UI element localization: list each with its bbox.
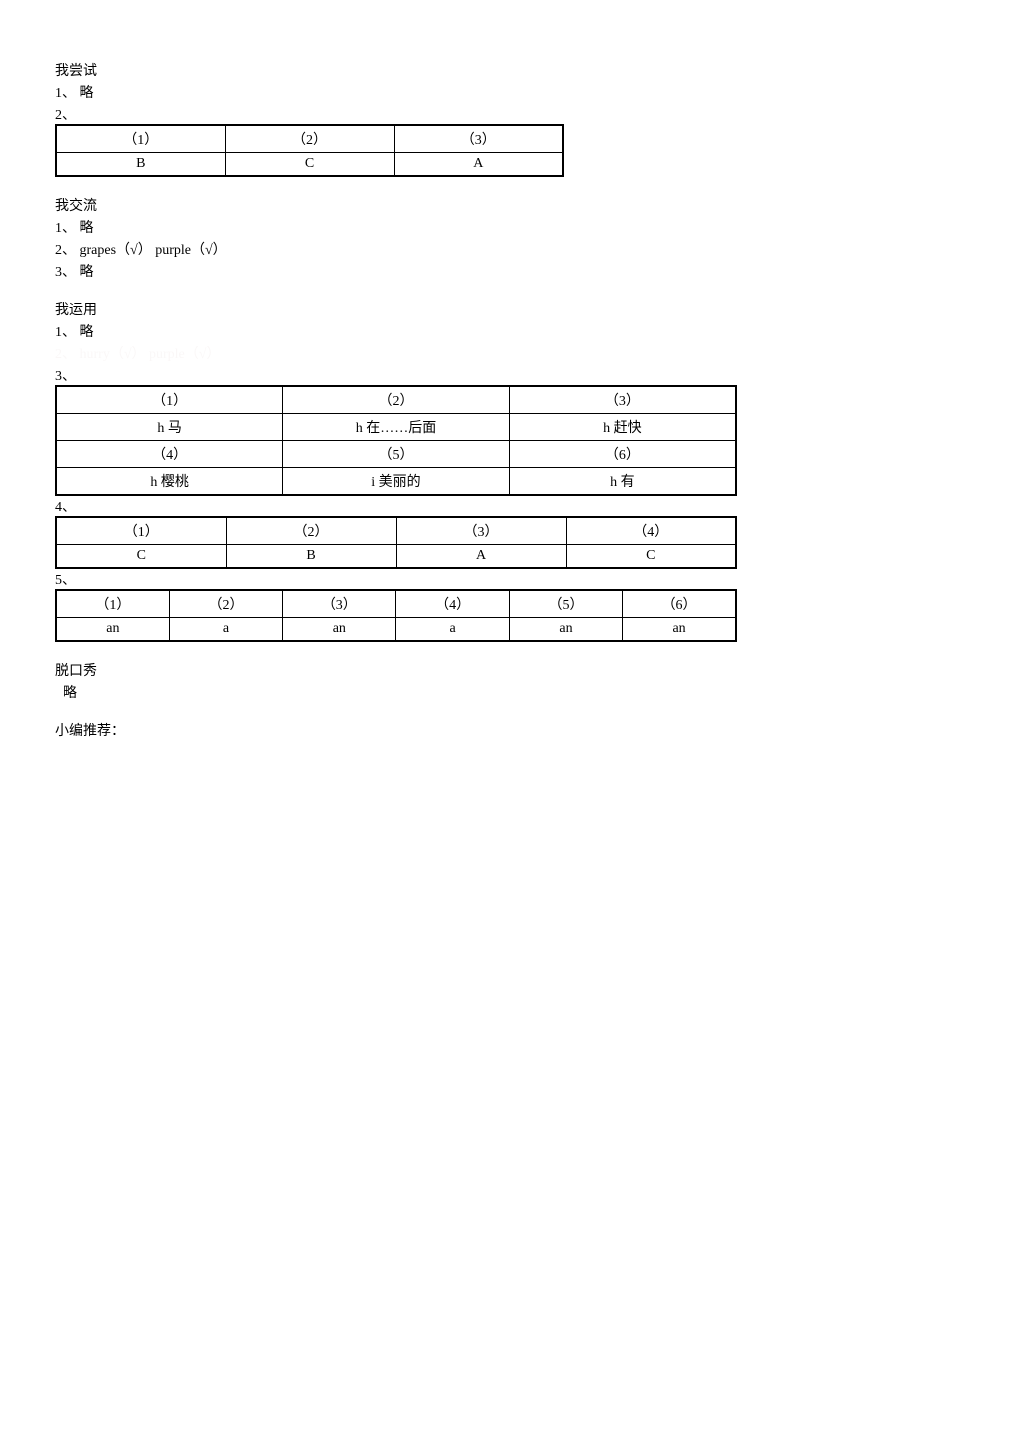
table-cell: h 樱桃 <box>56 468 283 496</box>
item-5-label: 5、 <box>55 569 974 589</box>
table-cell: （3） <box>283 590 396 618</box>
section-title: 我尝试 <box>55 60 974 80</box>
table-cell: （5） <box>509 590 622 618</box>
table-cell: a <box>169 618 282 642</box>
table-cell: （2） <box>169 590 282 618</box>
table-row: （4） （5） （6） <box>56 441 736 468</box>
table-cell: A <box>394 153 563 177</box>
table-cell: an <box>623 618 736 642</box>
item-1: 1、 略 <box>55 217 974 237</box>
table-cell: an <box>283 618 396 642</box>
section-apply: 我运用 1、 略 2、 hurry（√） purple（√） 3、 （1） （2… <box>55 299 974 642</box>
table-cell: （4） <box>56 441 283 468</box>
table-cell: C <box>56 545 226 569</box>
table-cell: （3） <box>394 125 563 153</box>
content: 略 <box>55 682 974 702</box>
table-cell: （3） <box>509 386 736 414</box>
table-cell: （1） <box>56 517 226 545</box>
item-4-label: 4、 <box>55 496 974 516</box>
table-row: an a an a an an <box>56 618 736 642</box>
table-apply-5: （1） （2） （3） （4） （5） （6） an a an a an an <box>55 589 737 642</box>
table-cell: a <box>396 618 509 642</box>
section-title: 我运用 <box>55 299 974 319</box>
table-cell: C <box>566 545 736 569</box>
item-3: 3、 略 <box>55 261 974 281</box>
table-cell: h 赶快 <box>509 414 736 441</box>
item-3-label: 3、 <box>55 365 974 385</box>
table-cell: （4） <box>566 517 736 545</box>
table-row: C B A C <box>56 545 736 569</box>
section-title: 我交流 <box>55 195 974 215</box>
table-cell: （5） <box>283 441 510 468</box>
table-cell: i 美丽的 <box>283 468 510 496</box>
item-2: 2、 <box>55 104 974 124</box>
table-cell: （2） <box>225 125 394 153</box>
item-1: 1、 略 <box>55 321 974 341</box>
table-apply-3: （1） （2） （3） h 马 h 在……后面 h 赶快 （4） （5） （6）… <box>55 385 737 496</box>
table-cell: h 有 <box>509 468 736 496</box>
table-row: h 马 h 在……后面 h 赶快 <box>56 414 736 441</box>
table-cell: an <box>509 618 622 642</box>
table-row: （1） （2） （3） （4） <box>56 517 736 545</box>
table-cell: （1） <box>56 386 283 414</box>
table-row: （1） （2） （3） <box>56 386 736 414</box>
table-row: h 樱桃 i 美丽的 h 有 <box>56 468 736 496</box>
table-row: （1） （2） （3） <box>56 125 563 153</box>
table-apply-4: （1） （2） （3） （4） C B A C <box>55 516 737 569</box>
table-try-2: （1） （2） （3） B C A <box>55 124 564 177</box>
section-talkshow: 脱口秀 略 <box>55 660 974 702</box>
table-cell: h 在……后面 <box>283 414 510 441</box>
table-cell: （2） <box>226 517 396 545</box>
table-cell: （6） <box>623 590 736 618</box>
table-row: （1） （2） （3） （4） （5） （6） <box>56 590 736 618</box>
table-cell: （1） <box>56 590 169 618</box>
table-cell: an <box>56 618 169 642</box>
table-cell: （2） <box>283 386 510 414</box>
section-recommend: 小编推荐： <box>55 720 974 740</box>
section-exchange: 我交流 1、 略 2、 grapes（√） purple（√） 3、 略 <box>55 195 974 281</box>
table-cell: （3） <box>396 517 566 545</box>
item-1: 1、 略 <box>55 82 974 102</box>
item-2-watermark: 2、 hurry（√） purple（√） <box>55 343 974 363</box>
table-cell: （4） <box>396 590 509 618</box>
table-cell: A <box>396 545 566 569</box>
item-2: 2、 grapes（√） purple（√） <box>55 239 974 259</box>
table-cell: h 马 <box>56 414 283 441</box>
table-cell: C <box>225 153 394 177</box>
section-try: 我尝试 1、 略 2、 （1） （2） （3） B C A <box>55 60 974 177</box>
table-cell: B <box>56 153 225 177</box>
table-row: B C A <box>56 153 563 177</box>
section-title: 小编推荐： <box>55 720 974 740</box>
table-cell: B <box>226 545 396 569</box>
section-title: 脱口秀 <box>55 660 974 680</box>
table-cell: （6） <box>509 441 736 468</box>
table-cell: （1） <box>56 125 225 153</box>
